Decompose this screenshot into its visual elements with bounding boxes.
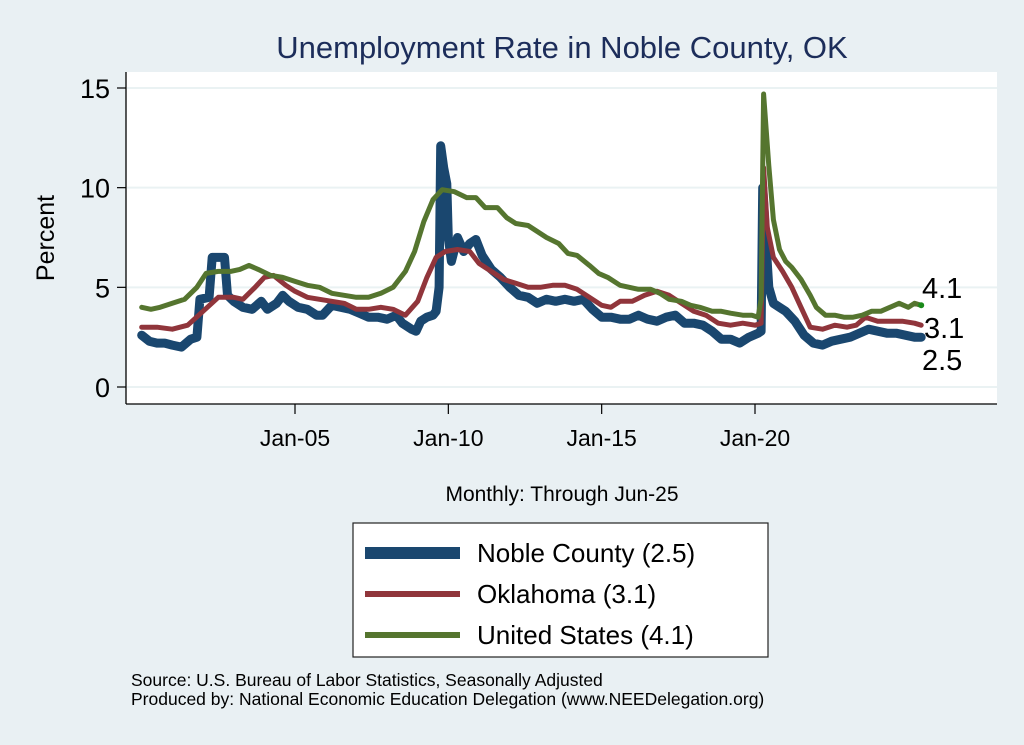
y-axis-title: Percent	[32, 195, 60, 281]
end-value-labels: 2.53.1 4.1	[922, 273, 964, 377]
x-tick-label: Jan-05	[260, 425, 330, 451]
y-tick-label: 0	[95, 373, 110, 403]
y-tick-label: 5	[95, 273, 110, 303]
x-tick-label: Jan-20	[720, 425, 790, 451]
end-label-noble-county: 2.5	[922, 345, 962, 377]
source-notes: Source: U.S. Bureau of Labor Statistics,…	[131, 671, 764, 709]
gridlines	[127, 87, 997, 388]
source-line: Source: U.S. Bureau of Labor Statistics,…	[131, 670, 603, 690]
plot-area	[126, 72, 997, 404]
series-line-united-states	[139, 91, 924, 320]
legend-label: Oklahoma (3.1)	[477, 579, 656, 609]
y-axis-ticks: 0 5 10 15	[80, 74, 126, 403]
produced-by-line: Produced by: National Economic Education…	[131, 689, 765, 709]
legend-label: United States (4.1)	[477, 620, 694, 650]
legend: Noble County (2.5) Oklahoma (3.1) United S…	[352, 522, 769, 658]
end-label-oklahoma: 3.1	[924, 313, 964, 345]
us-end-marker	[918, 302, 925, 309]
y-tick-label: 15	[80, 74, 110, 104]
series-line-oklahoma	[139, 165, 924, 332]
chart-title: Unemployment Rate in Noble County, OK	[276, 30, 848, 65]
legend-label: Noble County (2.5)	[477, 538, 695, 568]
y-tick-label: 10	[80, 174, 110, 204]
end-label-united-states: 4.1	[922, 273, 962, 305]
x-tick-label: Jan-15	[567, 425, 637, 451]
x-axis-title: Monthly: Through Jun-25	[445, 483, 678, 506]
x-axis-ticks: Jan-05 Jan-10 Jan-15 Jan-20	[260, 404, 790, 451]
series-lines	[137, 91, 926, 352]
x-tick-label: Jan-10	[413, 425, 483, 451]
